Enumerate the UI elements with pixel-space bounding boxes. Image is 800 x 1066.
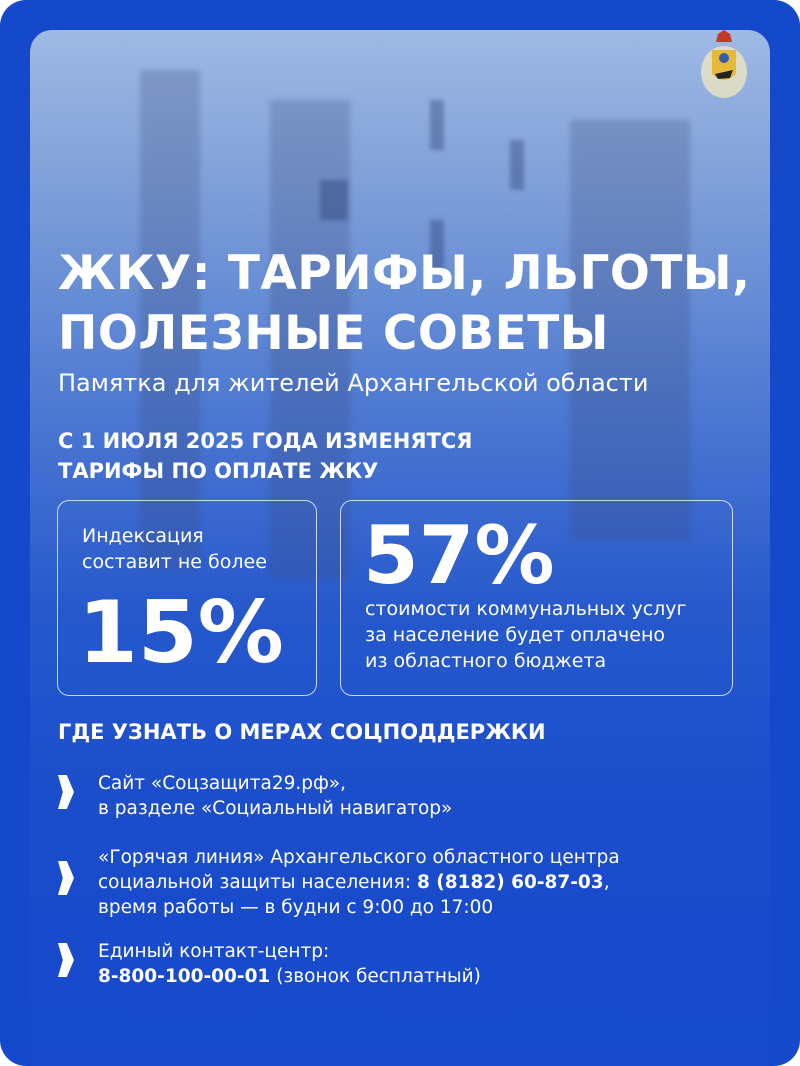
subtitle: Памятка для жителей Архангельской област…	[58, 369, 649, 397]
chevron-right-icon	[58, 775, 74, 809]
list-item-contact-center: Единый контакт-центр: 8-800-100-00-01 (з…	[58, 939, 481, 989]
headline-line-2: ТАРИФЫ ПО ОПЛАТЕ ЖКУ	[58, 459, 379, 483]
subsidy-value: 57%	[363, 509, 555, 602]
indexation-label-line: Индексация	[82, 525, 204, 547]
contact-center-phone[interactable]: 8-800-100-00-01	[98, 966, 271, 987]
title-line-2: ПОЛЕЗНЫЕ СОВЕТЫ	[58, 306, 609, 361]
hotline-punct: ,	[603, 872, 610, 893]
chevron-right-icon	[58, 861, 74, 895]
hotline-phone[interactable]: 8 (8182) 60-87-03	[416, 872, 604, 893]
subsidy-card: 57% стоимости коммунальных услуг за насе…	[340, 500, 733, 696]
indexation-card: Индексация составит не более 15%	[57, 500, 317, 696]
list-item-hotline: «Горячая линия» Архангельского областног…	[58, 845, 620, 920]
support-heading: ГДЕ УЗНАТЬ О МЕРАХ СОЦПОДДЕРЖКИ	[58, 720, 546, 744]
subsidy-label-line: за население будет оплачено	[365, 624, 666, 646]
indexation-label-line: составит не более	[82, 551, 267, 573]
indexation-label: Индексация составит не более	[82, 523, 267, 575]
tariff-headline: С 1 ИЮЛЯ 2025 ГОДА ИЗМЕНЯТСЯ ТАРИФЫ ПО О…	[58, 426, 472, 486]
hotline-hours: время работы — в будни с 9:00 до 17:00	[98, 897, 494, 918]
title-line-1: ЖКУ: ТАРИФЫ, ЛЬГОТЫ,	[58, 246, 751, 301]
headline-line-1: С 1 ИЮЛЯ 2025 ГОДА ИЗМЕНЯТСЯ	[58, 429, 473, 453]
website-section: в разделе «Социальный навигатор»	[98, 798, 453, 819]
hotline-text: социальной защиты населения:	[98, 872, 417, 893]
page-title: ЖКУ: ТАРИФЫ, ЛЬГОТЫ, ПОЛЕЗНЫЕ СОВЕТЫ	[58, 244, 750, 364]
contact-center-note: (звонок бесплатный)	[270, 966, 481, 987]
contact-center-line-2: 8-800-100-00-01 (звонок бесплатный)	[98, 964, 481, 989]
contact-center-label: Единый контакт-центр:	[98, 941, 330, 962]
chevron-right-icon	[58, 943, 74, 977]
subsidy-label: стоимости коммунальных услуг за населени…	[365, 596, 687, 674]
indexation-value: 15%	[78, 583, 284, 683]
building-photo-background	[30, 30, 770, 1066]
hotline-line-1: «Горячая линия» Архангельского областног…	[98, 847, 620, 868]
hotline-line-2: социальной защиты населения: 8 (8182) 60…	[98, 870, 620, 895]
subsidy-label-line: из областного бюджета	[365, 650, 607, 672]
website-line: Сайт «Соцзащита29.рф»,	[98, 773, 346, 794]
subsidy-label-line: стоимости коммунальных услуг	[365, 598, 687, 620]
list-item-website: Сайт «Соцзащита29.рф», в разделе «Социал…	[58, 771, 452, 821]
coat-of-arms-icon	[701, 30, 747, 98]
